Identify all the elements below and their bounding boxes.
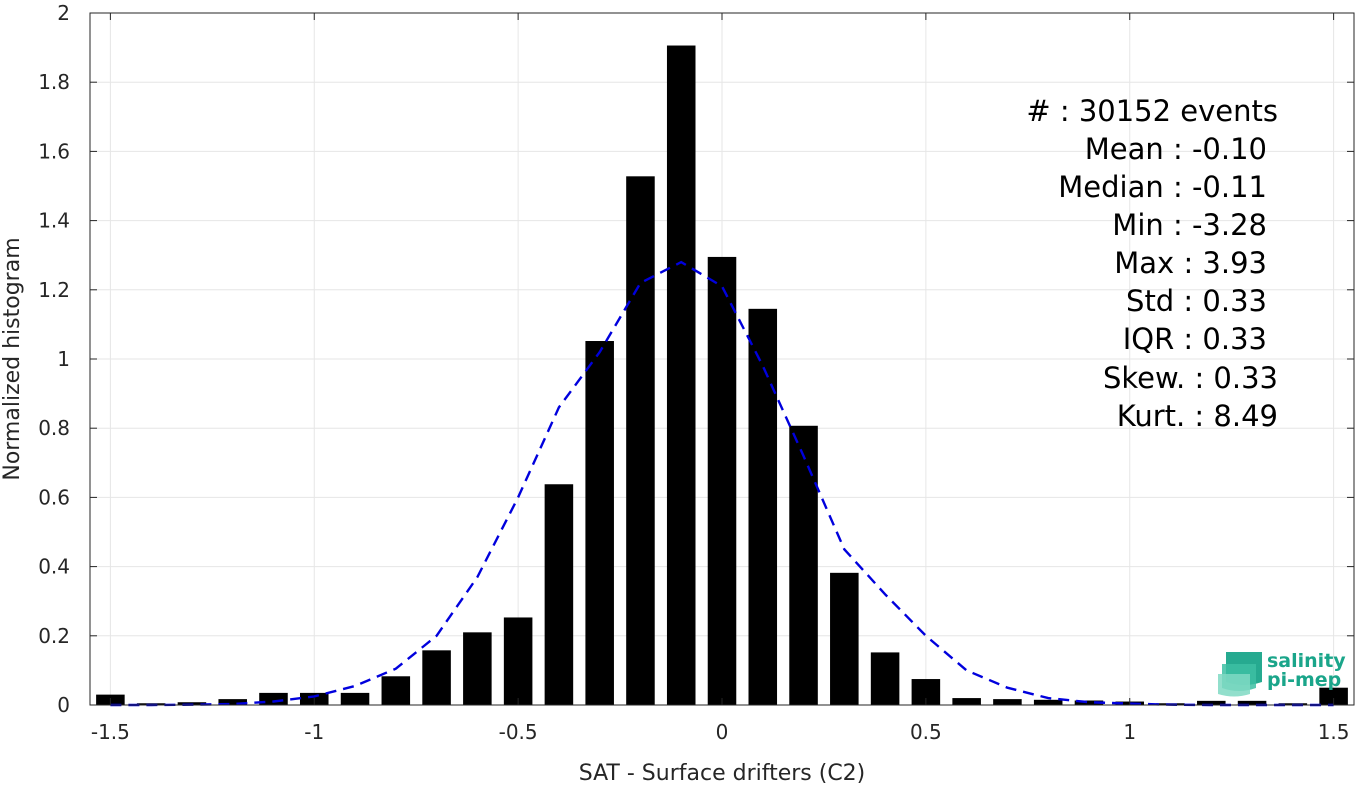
y-tick-label: 2 <box>57 1 70 25</box>
x-tick-label: 0.5 <box>910 720 942 744</box>
x-axis-label: SAT - Surface drifters (C2) <box>579 761 866 785</box>
histogram-bar <box>381 676 411 705</box>
histogram-bar <box>1033 699 1063 705</box>
gaussian-fit-curve <box>110 260 1334 707</box>
stat-min: Min : -3.28 <box>1112 208 1267 242</box>
histogram-bar <box>1074 700 1104 705</box>
histogram-bar <box>218 699 247 705</box>
stat-median: Median : -0.11 <box>1058 170 1267 204</box>
y-tick-label: 0.6 <box>38 485 70 509</box>
histogram-bar <box>1319 687 1348 705</box>
bars <box>96 45 1348 706</box>
x-tick-label: 1.5 <box>1318 720 1350 744</box>
histogram-bar <box>666 45 696 706</box>
logo-text-salinity: salinity <box>1267 650 1346 672</box>
y-tick-label: 0.2 <box>38 624 70 648</box>
stat-iqr: IQR : 0.33 <box>1123 322 1267 356</box>
histogram-bar <box>1197 700 1226 705</box>
wave-logo-icon <box>1218 652 1262 697</box>
stat-std: Std : 0.33 <box>1126 284 1267 318</box>
y-tick-label: 1.2 <box>38 278 70 302</box>
x-tick-label: -1.5 <box>91 720 130 744</box>
salinity-pi-mep-logo: salinity pi-mep <box>1218 650 1346 697</box>
y-tick-label: 1.4 <box>38 209 70 233</box>
y-tick-label: 0.8 <box>38 416 70 440</box>
histogram-bar <box>1237 700 1267 705</box>
histogram-bar <box>789 425 818 705</box>
stat-count: # : 30152 events <box>1026 94 1278 128</box>
histogram-bar <box>503 617 533 705</box>
y-tick-label: 0.4 <box>38 555 70 579</box>
y-tick-label: 1.8 <box>38 70 70 94</box>
y-tick-label: 1.6 <box>38 139 70 163</box>
x-tick-label: 0 <box>716 720 729 744</box>
histogram-bar <box>626 176 655 705</box>
histogram-bar <box>422 650 451 705</box>
histogram-bar <box>259 692 288 705</box>
histogram-bar <box>870 652 900 705</box>
histogram-bar <box>585 341 614 705</box>
axis-ticks <box>90 12 1354 706</box>
histogram-bar <box>340 692 370 705</box>
y-tick-label: 0 <box>57 693 70 717</box>
y-axis-label: Normalized histogram <box>0 237 25 480</box>
histogram-bar <box>952 698 981 705</box>
stat-skewness: Skew. : 0.33 <box>1103 361 1278 395</box>
x-tick-label: -1 <box>304 720 324 744</box>
histogram-bar <box>748 308 778 705</box>
y-tick-labels: 0 0.2 0.4 0.6 0.8 1 1.2 1.4 1.6 1.8 2 <box>38 1 70 717</box>
histogram-bar <box>707 256 737 705</box>
stat-mean: Mean : -0.10 <box>1085 132 1267 166</box>
histogram-bar <box>993 699 1022 705</box>
stat-kurtosis: Kurt. : 8.49 <box>1117 399 1278 433</box>
x-tick-labels: -1.5 -1 -0.5 0 0.5 1 1.5 <box>91 720 1350 744</box>
x-tick-label: 1 <box>1123 720 1136 744</box>
x-tick-label: -0.5 <box>499 720 538 744</box>
y-tick-label: 1 <box>57 347 70 371</box>
stat-max: Max : 3.93 <box>1114 246 1267 280</box>
statistics-annotation: # : 30152 events Mean : -0.10 Median : -… <box>1026 94 1278 433</box>
histogram-bar <box>830 572 859 705</box>
logo-text-pi-mep: pi-mep <box>1267 669 1341 691</box>
histogram-bar <box>463 632 492 705</box>
histogram-bar <box>544 484 574 705</box>
